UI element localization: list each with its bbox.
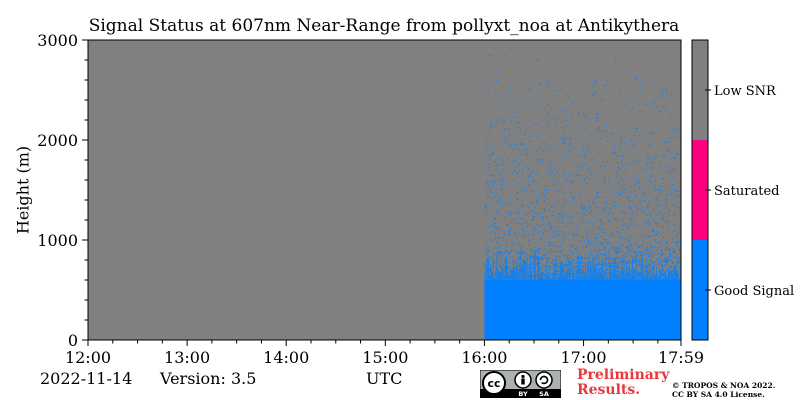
version-label: Version: 3.5 [160,369,257,388]
colorbar-label: Low SNR [714,84,777,99]
y-tick-label: 0 [68,331,78,350]
good-signal-edge [484,250,681,280]
colorbar-frame [691,39,709,341]
date-label: 2022-11-14 [40,369,133,388]
x-tick-label: 16:00 [461,348,507,367]
x-tick-label: 13:00 [164,348,210,367]
colorbar-label: Saturated [714,184,779,199]
colorbar-segment [692,40,708,140]
good-signal-region [484,280,681,340]
preliminary-line-2: Results. [577,382,641,398]
x-tick-label: 17:59 [658,348,704,367]
signal-speckles [484,49,681,340]
copyright-line-1: © TROPOS & NOA 2022. [672,381,776,390]
plot-area [87,39,682,341]
x-tick-label: 14:00 [263,348,309,367]
x-tick-label: 17:00 [560,348,606,367]
plot-frame [87,39,682,341]
x-tick-label: 12:00 [65,348,111,367]
chart-title: Signal Status at 607nm Near-Range from p… [88,16,680,36]
y-tick-label: 2000 [37,131,78,150]
colorbar-segment [692,140,708,240]
y-tick-label: 1000 [37,231,78,250]
good-signal-speckles-2 [484,49,681,242]
copyright-notice: © TROPOS & NOA 2022. CC BY SA 4.0 Licens… [672,381,775,399]
x-tick-label: 15:00 [362,348,408,367]
preliminary-results-label: Preliminary Results. [577,368,669,398]
colorbar-label: Good Signal [714,284,794,299]
sa-mark: SA [539,390,549,398]
y-axis: 0 1000 2000 3000 [37,31,88,350]
x-axis-label: UTC [366,369,403,388]
copyright-line-2: CC BY SA 4.0 License. [672,390,765,399]
by-mark: BY [518,390,528,398]
preliminary-line-1: Preliminary [577,367,670,383]
cc-by-sa-license-icon: cc BY SA [480,370,561,398]
good-signal-speckles-1 [484,240,681,282]
x-axis: 12:00 13:00 14:00 15:00 16:00 17:00 17:59 [65,340,704,367]
y-tick-label: 3000 [37,31,78,50]
cc-mark: cc [487,377,500,390]
colorbar: Good Signal Saturated Low SNR [691,39,794,341]
colorbar-segment [692,240,708,340]
